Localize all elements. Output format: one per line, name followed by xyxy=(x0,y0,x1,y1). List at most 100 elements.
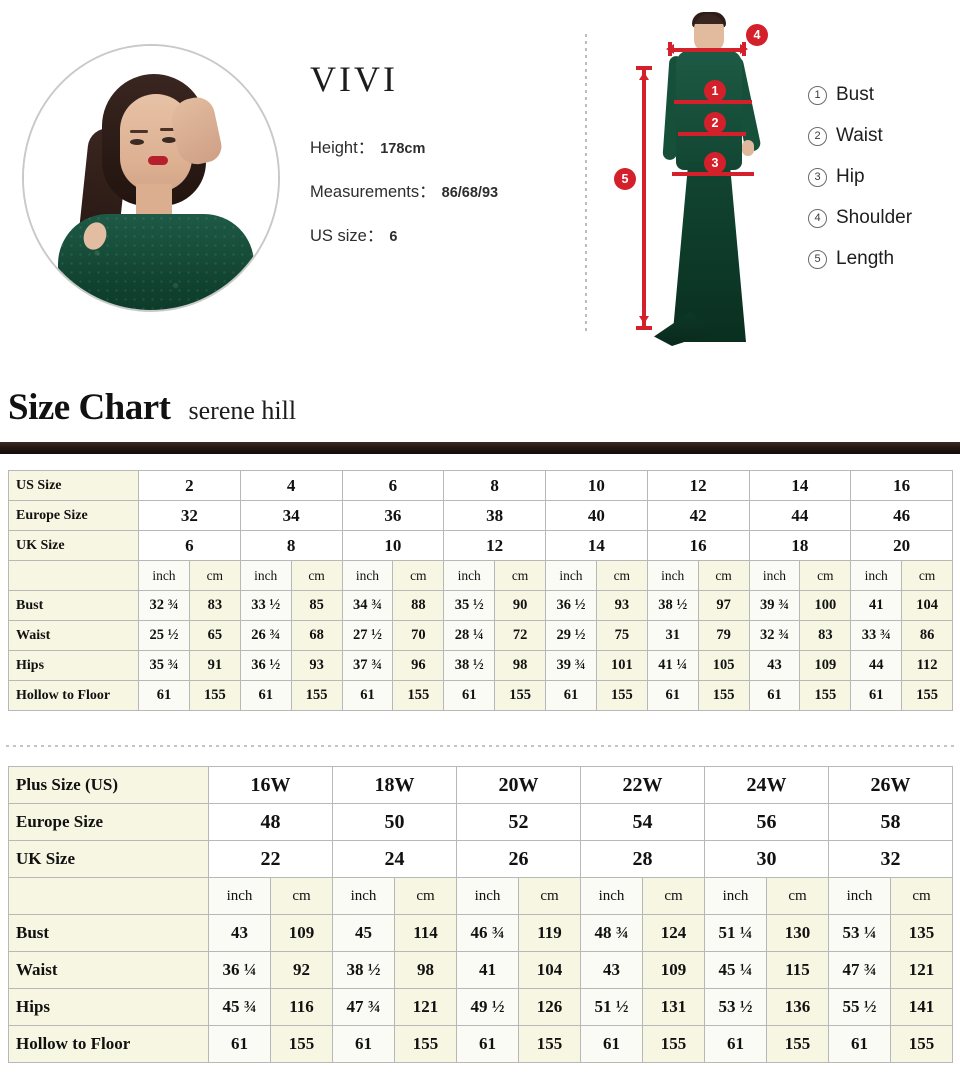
europe-size-34: 34 xyxy=(239,500,343,531)
hips-inch-6: 41 ¼ xyxy=(646,650,699,681)
plus-waist-cm-4: 109 xyxy=(642,951,705,989)
hollow-inch-4: 61 xyxy=(443,680,496,711)
length-cap-bottom xyxy=(636,326,652,330)
us-size-12: 12 xyxy=(646,470,750,501)
bust-cm-8: 104 xyxy=(901,590,953,621)
model-measurements-label: Measurements： xyxy=(310,183,436,201)
hips-cm-8: 112 xyxy=(901,650,953,681)
shoulder-cap-left xyxy=(668,42,672,56)
hips-inch-4: 38 ½ xyxy=(443,650,496,681)
plus-uk-24: 24 xyxy=(332,840,457,878)
hollow-inch-8: 61 xyxy=(850,680,903,711)
hollow-cm-6: 155 xyxy=(697,680,750,711)
model-height-label: Height： xyxy=(310,139,375,157)
unit-inch-col5: inch xyxy=(545,560,597,591)
hollow-inch-5: 61 xyxy=(545,680,597,711)
hips-inch-2: 36 ½ xyxy=(239,650,292,681)
length-arrow-down-icon xyxy=(639,316,649,324)
plus-hollow-cm-4: 155 xyxy=(642,1025,705,1063)
plus-hips-cm-1: 116 xyxy=(270,988,333,1026)
model-info-block: VIVI Height： 178cm Measurements： 86/68/93 … xyxy=(310,58,550,266)
plus-bust-inch-6: 53 ¼ xyxy=(828,914,891,952)
us-size-10: 10 xyxy=(545,470,648,501)
plus-table-row-europe-size: Europe Size 48 50 52 54 56 58 xyxy=(8,803,953,841)
waist-cm-8: 86 xyxy=(901,620,953,651)
waist-cm-6: 79 xyxy=(697,620,750,651)
size-chart-heading: Size Chart serene hill xyxy=(0,386,960,429)
plus-bust-inch-4: 48 ¾ xyxy=(580,914,643,952)
hips-inch-5: 39 ¾ xyxy=(545,650,597,681)
hips-cm-6: 105 xyxy=(697,650,750,681)
waist-inch-7: 32 ¾ xyxy=(748,620,801,651)
us-size-4: 4 xyxy=(239,470,343,501)
title-divider-bar xyxy=(0,442,960,454)
waist-inch-4: 28 ¼ xyxy=(443,620,496,651)
plus-size-26w: 26W xyxy=(828,766,953,804)
bust-inch-3: 34 ¾ xyxy=(341,590,394,621)
legend-label-hip: Hip xyxy=(836,166,865,187)
row-label-units-blank xyxy=(8,560,139,591)
model-ussize-row: US size： 6 xyxy=(310,222,550,246)
hollow-cm-5: 155 xyxy=(595,680,648,711)
unit-cm-col6: cm xyxy=(697,560,750,591)
shoulder-cap-right xyxy=(742,42,746,56)
plus-hollow-inch-5: 61 xyxy=(704,1025,767,1063)
plus-unit-inch-col1: inch xyxy=(208,877,271,915)
bust-cm-5: 93 xyxy=(595,590,648,621)
bust-inch-6: 38 ½ xyxy=(646,590,699,621)
unit-cm-col7: cm xyxy=(799,560,852,591)
plus-bust-inch-5: 51 ¼ xyxy=(704,914,767,952)
bust-cm-4: 90 xyxy=(494,590,546,621)
plus-waist-cm-1: 92 xyxy=(270,951,333,989)
vertical-dotted-divider xyxy=(585,34,587,334)
row-label-waist: Waist xyxy=(8,620,139,651)
hip-marker: 3 xyxy=(704,152,726,174)
hips-cm-7: 109 xyxy=(799,650,852,681)
standard-size-table: US Size 2 4 6 8 10 12 14 16 Europe Size … xyxy=(8,470,953,711)
hips-inch-7: 43 xyxy=(748,650,801,681)
plus-unit-cm-col6: cm xyxy=(890,877,953,915)
plus-waist-cm-2: 98 xyxy=(394,951,457,989)
bust-inch-5: 36 ½ xyxy=(545,590,597,621)
row-label-bust: Bust xyxy=(8,590,139,621)
plus-waist-inch-3: 41 xyxy=(456,951,519,989)
figure-right-hand xyxy=(742,140,754,156)
plus-hollow-inch-6: 61 xyxy=(828,1025,891,1063)
plus-unit-inch-col4: inch xyxy=(580,877,643,915)
plus-waist-inch-1: 36 ¼ xyxy=(208,951,271,989)
plus-table-row-bust: Bust 43 109 45 114 46 ¾ 119 48 ¾ 124 51 … xyxy=(8,914,953,952)
europe-size-36: 36 xyxy=(341,500,445,531)
plus-waist-cm-6: 121 xyxy=(890,951,953,989)
plus-hollow-inch-2: 61 xyxy=(332,1025,395,1063)
hip-measure-line xyxy=(672,172,754,176)
plus-hips-cm-3: 126 xyxy=(518,988,581,1026)
plus-hollow-cm-2: 155 xyxy=(394,1025,457,1063)
legend-label-waist: Waist xyxy=(836,125,883,146)
unit-inch-col2: inch xyxy=(239,560,292,591)
plus-europe-54: 54 xyxy=(580,803,705,841)
plus-size-22w: 22W xyxy=(580,766,705,804)
row-label-us-size: US Size xyxy=(8,470,139,501)
uk-size-8: 8 xyxy=(239,530,343,561)
unit-cm-col3: cm xyxy=(392,560,445,591)
standard-size-table-body: US Size 2 4 6 8 10 12 14 16 Europe Size … xyxy=(8,470,953,711)
plus-hips-inch-4: 51 ½ xyxy=(580,988,643,1026)
legend-number-3-icon: 3 xyxy=(808,167,827,187)
bust-inch-8: 41 xyxy=(850,590,903,621)
plus-waist-cm-3: 104 xyxy=(518,951,581,989)
uk-size-18: 18 xyxy=(748,530,852,561)
us-size-2: 2 xyxy=(138,470,241,501)
legend-item-hip: 3 Hip xyxy=(808,166,912,188)
plus-hips-cm-6: 141 xyxy=(890,988,953,1026)
plus-hips-inch-5: 53 ½ xyxy=(704,988,767,1026)
plus-bust-cm-6: 135 xyxy=(890,914,953,952)
plus-hollow-cm-6: 155 xyxy=(890,1025,953,1063)
plus-europe-58: 58 xyxy=(828,803,953,841)
waist-cm-1: 65 xyxy=(188,620,241,651)
plus-uk-28: 28 xyxy=(580,840,705,878)
plus-row-label-plus-size: Plus Size (US) xyxy=(8,766,209,804)
unit-inch-col1: inch xyxy=(138,560,190,591)
table-row-uk-size: UK Size 6 8 10 12 14 16 18 20 xyxy=(8,530,953,561)
plus-size-20w: 20W xyxy=(456,766,581,804)
plus-size-24w: 24W xyxy=(704,766,829,804)
